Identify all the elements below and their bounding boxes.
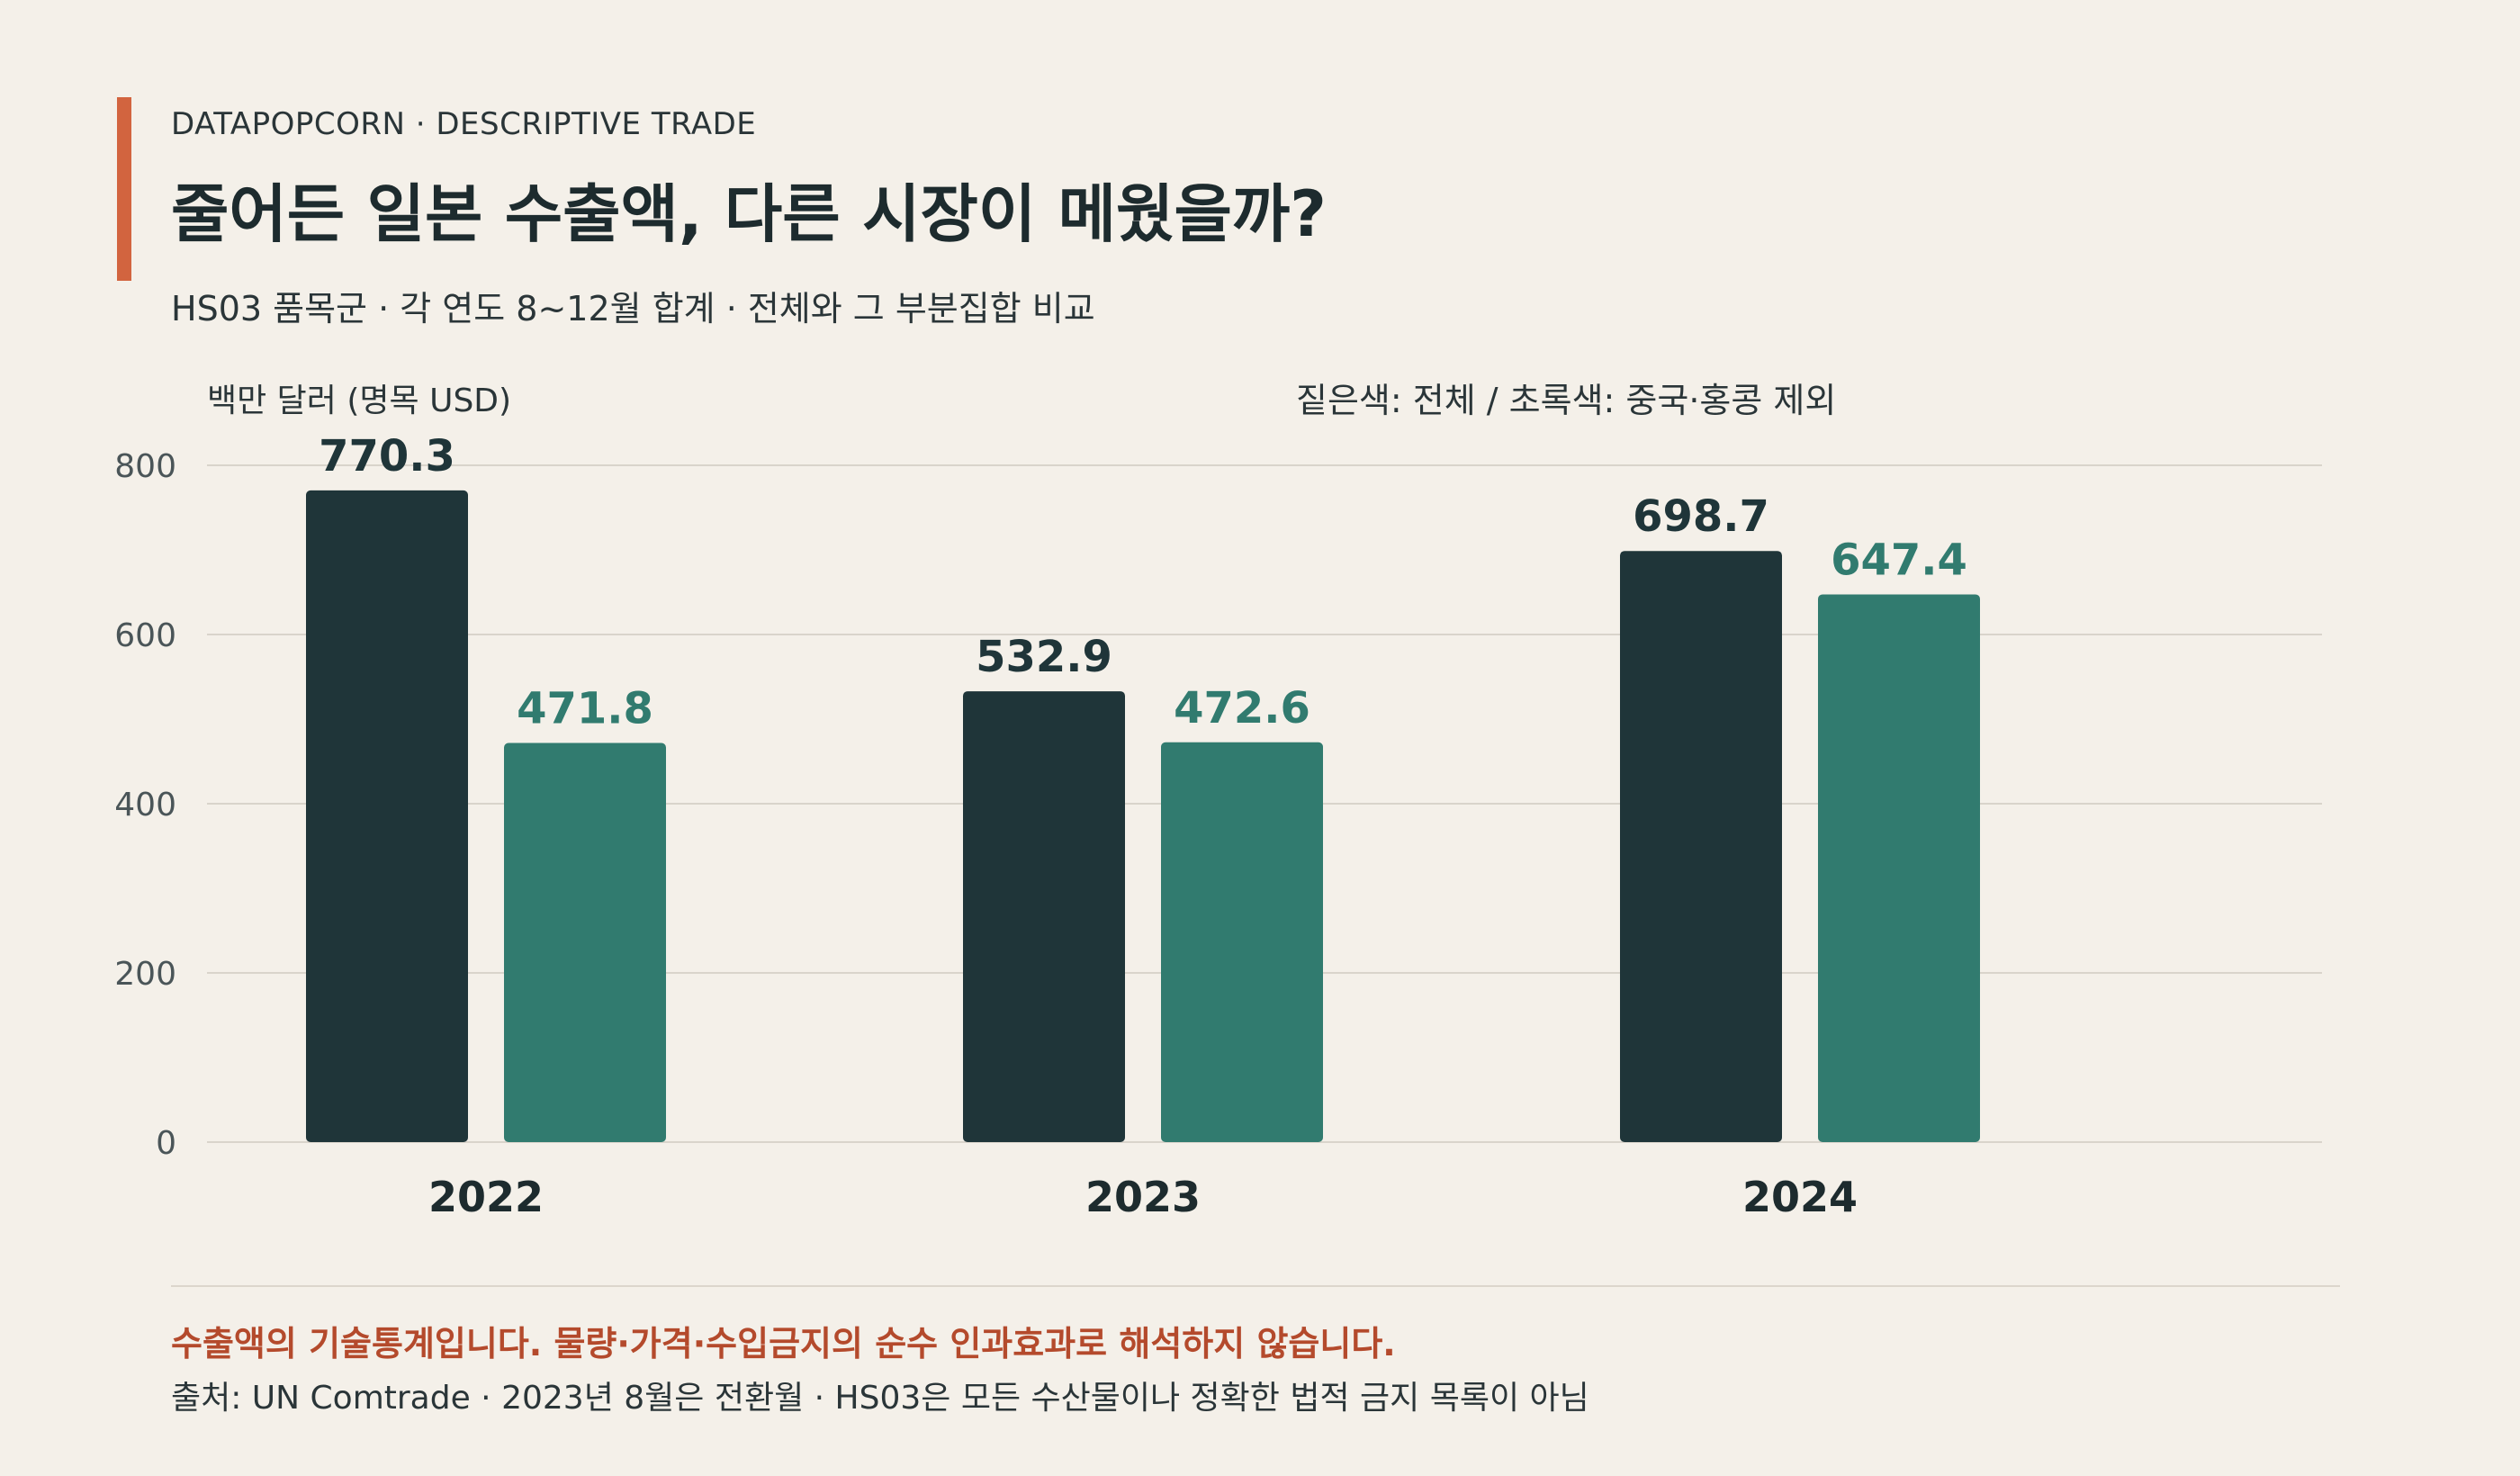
bar-total [1620,551,1782,1142]
y-axis-label: 백만 달러 (명목 USD) [207,382,512,419]
x-tick-label: 2023 [1085,1173,1201,1221]
data-label: 532.9 [976,632,1112,682]
data-label: 472.6 [1174,683,1310,734]
y-tick-label: 200 [114,956,176,993]
bar-chart: 0 200 400 600 800 770.3 471.8 2022 532.9 472.6 202… [114,431,2322,1221]
page-title: 줄어든 일본 수출액, 다른 시장이 메웠을까? [171,177,1327,251]
footer-warning: 수출액의 기술통계입니다. 물량·가격·수입금지의 순수 인과효과로 해석하지 … [171,1324,1396,1364]
footer-divider [171,1285,2340,1287]
accent-bar [117,97,131,281]
x-tick-label: 2024 [1742,1173,1858,1221]
y-tick-label: 0 [156,1125,176,1162]
data-label: 471.8 [517,684,653,734]
bar-total [963,691,1125,1142]
bar-subset [1818,594,1980,1142]
subtitle: HS03 품목군 · 각 연도 8~12월 합계 · 전체와 그 부분집합 비교 [171,289,1095,328]
y-tick-label: 400 [114,787,176,824]
bar-subset [504,742,666,1142]
x-tick-label: 2022 [428,1173,544,1221]
y-tick-label: 800 [114,448,176,485]
bar-subset [1161,742,1323,1142]
footer-source: 출처: UN Comtrade · 2023년 8월은 전환월 · HS03은 … [171,1380,1589,1417]
kicker: DATAPOPCORN · DESCRIPTIVE TRADE [171,106,757,142]
data-label: 647.4 [1831,535,1967,585]
bar-total [306,490,468,1142]
data-label: 698.7 [1633,491,1769,542]
data-label: 770.3 [319,431,455,482]
legend-note: 짙은색: 전체 / 초록색: 중국·홍콩 제외 [1296,381,1837,420]
y-tick-label: 600 [114,617,176,654]
